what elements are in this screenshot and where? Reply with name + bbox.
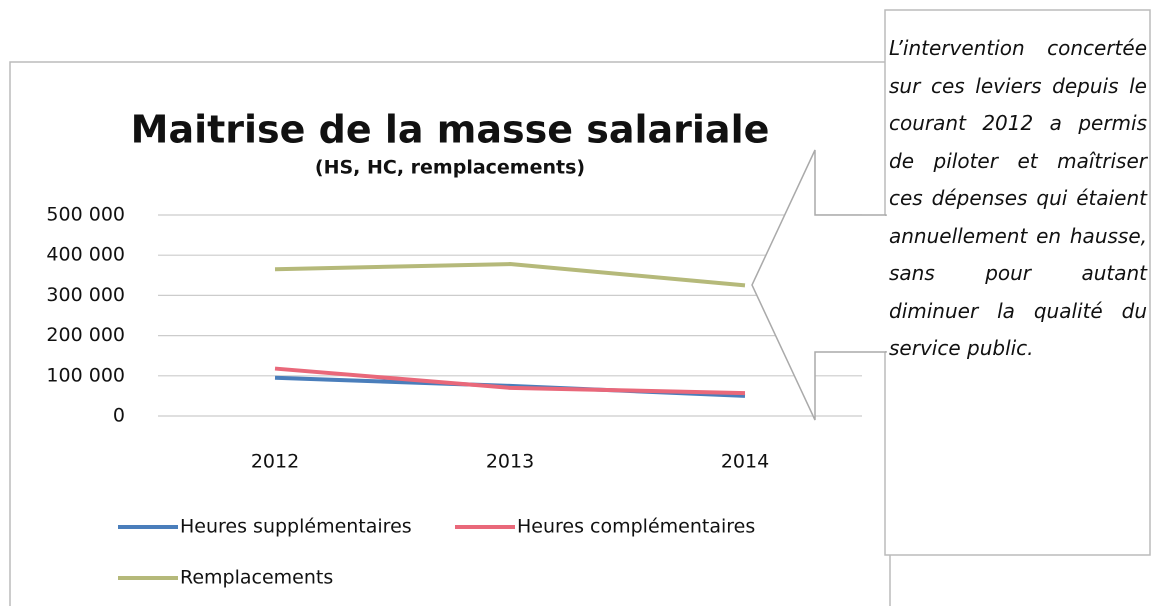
series-line [274,262,746,288]
chart-frame [9,61,891,606]
y-tick-label: 200 000 [46,324,125,346]
y-tick-label: 300 000 [46,284,125,306]
callout-arrow [751,149,887,421]
y-tick-label: 0 [113,405,125,427]
y-tick-label: 400 000 [46,244,125,266]
series-line [274,366,746,396]
legend-label: Heures complémentaires [517,516,755,538]
y-tick-label: 100 000 [46,364,125,386]
x-tick-label: 2012 [251,451,299,473]
plot: 0 100 000 200 000 300 000 400 000 500 000 2012… [46,204,862,589]
callout-text: L’intervention concertée sur ces leviers… [889,36,1147,360]
legend-label: Remplacements [180,567,333,589]
callout-box [884,9,1151,556]
chart-title: Maitrise de la masse salariale [131,108,770,152]
y-tick-label: 500 000 [46,204,125,226]
x-tick-label: 2013 [486,451,534,473]
x-tick-label: 2014 [721,451,769,473]
chart-subtitle: (HS, HC, remplacements) [315,157,585,179]
legend-label: Heures supplémentaires [180,516,412,538]
